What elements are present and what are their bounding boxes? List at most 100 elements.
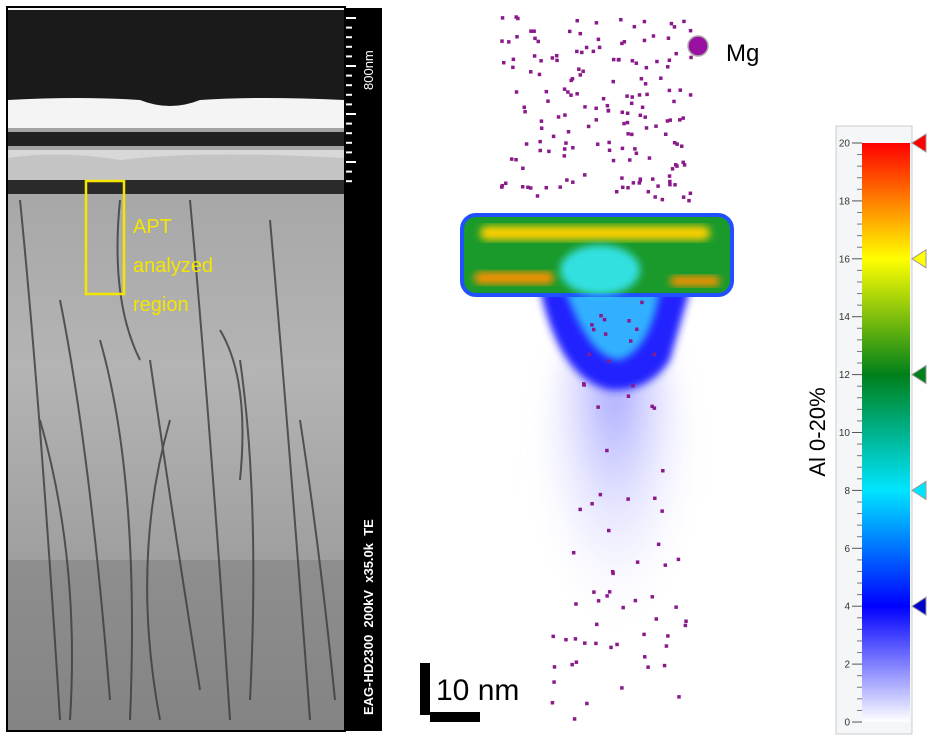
mg-atom [621, 605, 625, 610]
mg-atom [682, 163, 687, 167]
mg-atom [563, 113, 567, 117]
mg-atom [672, 25, 677, 29]
mg-atom [666, 634, 670, 638]
mg-atom [578, 31, 583, 36]
mg-atom [536, 39, 540, 44]
mg-atom [667, 88, 672, 93]
mg-atom [615, 642, 619, 647]
mg-atom [635, 560, 640, 564]
mg-atom [617, 57, 621, 62]
mg-atom [665, 119, 670, 123]
mg-atom [628, 339, 633, 343]
mg-atom [675, 142, 679, 146]
mg-atom [610, 569, 615, 574]
mg-atom [643, 115, 647, 119]
mg-atom [515, 35, 519, 39]
mg-atom [652, 352, 657, 357]
mg-atom [577, 67, 581, 71]
mg-atom [611, 79, 616, 84]
mg-atom [626, 497, 630, 501]
mg-atom [650, 404, 654, 409]
mg-atom [550, 701, 555, 705]
mg-atom [539, 119, 544, 123]
mg-atom [594, 21, 599, 25]
mg-atom [632, 24, 637, 29]
color-marker [911, 364, 927, 385]
mg-atom [528, 70, 533, 74]
mg-atom [625, 111, 630, 116]
mg-atom [674, 51, 678, 56]
mg-atom [664, 644, 669, 648]
mg-atom [689, 55, 693, 60]
mg-atom [587, 352, 591, 357]
mg-atom [635, 327, 639, 331]
tick-label: 14 [839, 312, 851, 323]
mg-atom [605, 448, 609, 453]
mg-atom [514, 90, 519, 94]
mg-atom [681, 160, 685, 165]
mg-atom [630, 95, 634, 99]
mg-atom [629, 101, 634, 106]
mg-atom [584, 45, 589, 50]
mg-atom [566, 129, 571, 134]
mg-atom [681, 116, 685, 120]
mg-atom [654, 617, 659, 621]
color-marker [911, 133, 927, 153]
tick-label: 18 [839, 196, 851, 207]
mg-atom [670, 167, 675, 171]
mg-atom [521, 166, 525, 171]
mg-atom [578, 507, 582, 512]
mg-atom [607, 590, 612, 594]
colorbar: Al 0-20% 0 2 4 6 8 10 12 14 16 18 20 [805, 125, 927, 735]
mg-atom [667, 58, 672, 63]
mg-atom [564, 637, 568, 642]
mg-atom [654, 124, 658, 128]
mg-atom [609, 645, 613, 650]
mg-atom [668, 182, 672, 187]
mg-atom [643, 655, 647, 659]
mg-atom [501, 60, 506, 65]
mg-atom [647, 156, 652, 160]
mg-atom [544, 89, 549, 94]
legend-label: Mg [726, 40, 759, 67]
mg-atom [566, 90, 570, 94]
mg-atom [656, 542, 661, 547]
mg-atom [500, 16, 505, 20]
annotation: APT [133, 216, 172, 238]
mg-atom [528, 186, 533, 190]
mg-atom [562, 147, 567, 151]
mg-atom [538, 139, 542, 144]
tick-label: 6 [844, 544, 850, 555]
mg-atom [620, 146, 625, 151]
mg-atom [621, 185, 625, 190]
mg-atom [643, 82, 648, 86]
mg-atom [687, 198, 691, 203]
mg-atom [578, 73, 583, 77]
mg-atom [526, 185, 530, 190]
tick-label: 10 [839, 428, 851, 439]
tick-label: 0 [844, 718, 850, 729]
mg-atom [659, 76, 663, 80]
tick-label: 2 [844, 660, 850, 671]
mg-atom [591, 327, 596, 332]
mg-atom [660, 509, 664, 513]
mg-atom [558, 185, 562, 189]
mg-atom [569, 93, 573, 97]
mg-atom [583, 105, 587, 109]
mg-atom [606, 359, 611, 363]
mg-atom [570, 662, 574, 667]
mg-atom [590, 323, 594, 327]
mg-atom [575, 18, 579, 23]
mg-atom [601, 96, 606, 101]
color-marker [911, 248, 927, 269]
mg-atom [602, 317, 607, 322]
mg-atom [653, 195, 657, 199]
mg-atom [586, 124, 591, 129]
mg-atom [646, 189, 651, 194]
mg-atom [652, 406, 657, 410]
mg-atom [620, 110, 625, 115]
mg-atom [605, 103, 610, 108]
mg-atom [638, 178, 643, 183]
mg-atom [651, 34, 656, 38]
mg-atom [571, 550, 576, 555]
